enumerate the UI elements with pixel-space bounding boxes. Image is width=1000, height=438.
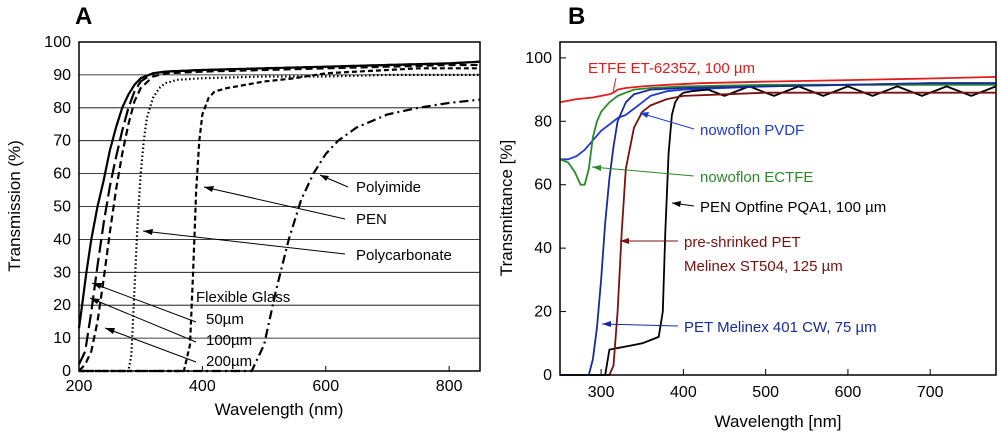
series-line-4 (560, 91, 996, 376)
y-tick-label: 80 (53, 100, 71, 117)
y-tick-label: 30 (53, 264, 71, 281)
arrowhead-pen-optfine (672, 201, 681, 207)
annot-pen-optfine: PEN Optfine PQA1, 100 µm (700, 199, 886, 216)
x-tick-label: 800 (436, 378, 463, 395)
annot-pet-401cw: PET Melinex 401 CW, 75 µm (684, 319, 877, 336)
series-line-1 (78, 60, 481, 365)
arrowhead-pen (204, 186, 214, 192)
annot-etfe: ETFE ET-6235Z, 100 µm (588, 60, 755, 77)
arrow-pvdf (639, 112, 695, 130)
panel-b-annotations: ETFE ET-6235Z, 100 µm nowoflon PVDF nowo… (588, 60, 886, 336)
y-tick-label: 20 (53, 297, 71, 314)
series-line-5 (560, 82, 996, 376)
y-tick-label: 10 (53, 330, 71, 347)
y-tick-label: 100 (525, 50, 552, 67)
series-line-4 (79, 67, 480, 373)
x-tick-label: 500 (752, 384, 779, 401)
annot-ectfe: nowoflon ECTFE (700, 169, 813, 186)
arrow-50um (91, 282, 197, 323)
y-tick-label: 40 (53, 231, 71, 248)
annot-50um: 50µm (206, 311, 244, 328)
series-line-2 (78, 63, 480, 372)
y-tick-label: 20 (534, 304, 552, 321)
x-tick-label: 400 (189, 378, 216, 395)
annot-200um: 200µm (206, 353, 252, 370)
arrowhead-polycarbonate (143, 229, 153, 235)
annot-pen: PEN (356, 211, 387, 228)
y-tick-label: 70 (53, 133, 71, 150)
x-tick-label: 200 (66, 378, 93, 395)
panel-b-xlabel: Wavelength [nm] (715, 412, 842, 431)
annot-flexible-glass: Flexible Glass (196, 289, 290, 306)
arrow-100um (89, 297, 197, 343)
x-tick-label: 400 (670, 384, 697, 401)
arrow-polycarbonate (142, 230, 346, 255)
x-tick-label: 600 (312, 378, 339, 395)
arrowhead-polyimide (320, 175, 329, 181)
panel-b-ticks: 0 20 40 60 80 100 300 400 500 600 700 (525, 50, 943, 401)
panel-b-frame (559, 41, 997, 376)
arrow-pen (203, 186, 346, 220)
annot-pvdf: nowoflon PVDF (700, 122, 804, 139)
y-tick-label: 80 (534, 113, 552, 130)
arrow-ectfe (591, 166, 695, 177)
arrowhead-pet-401cw (602, 321, 611, 327)
series-line-3 (560, 85, 997, 376)
arrowhead-100um (90, 298, 100, 304)
annot-pet-st504-line2: Melinex ST504, 125 µm (684, 258, 843, 275)
y-tick-label: 100 (44, 34, 71, 51)
panel-a-ylabel: Transmission (%) (5, 140, 24, 272)
annot-pet-st504-line1: pre-shrinked PET (684, 234, 801, 251)
panel-b: B 0 20 40 60 80 100 300 400 500 600 700 Wavelength… (497, 3, 997, 431)
arrowhead-ectfe (592, 165, 601, 171)
panel-b-ylabel: Transmittance [%] (497, 140, 516, 276)
series-line-3 (79, 73, 480, 373)
annot-100um: 100µm (206, 332, 252, 349)
arrow-pet-401cw (601, 323, 679, 327)
y-tick-label: 0 (62, 363, 71, 380)
arrowhead-50um (92, 283, 102, 289)
panel-a-letter: A (75, 3, 92, 30)
y-tick-label: 0 (543, 367, 552, 384)
x-tick-label: 600 (835, 384, 862, 401)
y-tick-label: 60 (53, 166, 71, 183)
arrowhead-pet-st504 (620, 238, 629, 244)
y-tick-label: 40 (534, 240, 552, 257)
panel-a-series (77, 60, 481, 373)
series-line-5 (79, 98, 481, 373)
arrow-200um (104, 327, 197, 363)
panel-a-annotations: Polyimide PEN Polycarbonate Flexible Gla… (89, 174, 452, 370)
arrowhead-pvdf (640, 112, 649, 118)
annot-polycarbonate: Polycarbonate (356, 247, 452, 264)
x-tick-label: 700 (917, 384, 944, 401)
panel-a-frame (78, 41, 481, 372)
x-tick-label: 300 (588, 384, 615, 401)
y-tick-label: 90 (53, 67, 71, 84)
panel-a-ticks: 0 10 20 30 40 50 60 70 80 90 100 200 400 600 800 (44, 34, 462, 395)
arrowhead-200um (105, 328, 115, 334)
series-line-0 (559, 76, 997, 104)
panel-a-xlabel: Wavelength (nm) (215, 400, 344, 419)
annot-polyimide: Polyimide (356, 179, 421, 196)
panel-b-series (559, 76, 997, 376)
y-tick-label: 60 (534, 177, 552, 194)
panel-a: A 0 10 20 30 40 50 60 70 80 90 100 200 400 600 800 Wav… (5, 3, 481, 419)
y-tick-label: 50 (53, 199, 71, 216)
panel-b-letter: B (568, 3, 585, 30)
series-line-2 (559, 83, 996, 186)
arrow-etfe (612, 77, 617, 93)
